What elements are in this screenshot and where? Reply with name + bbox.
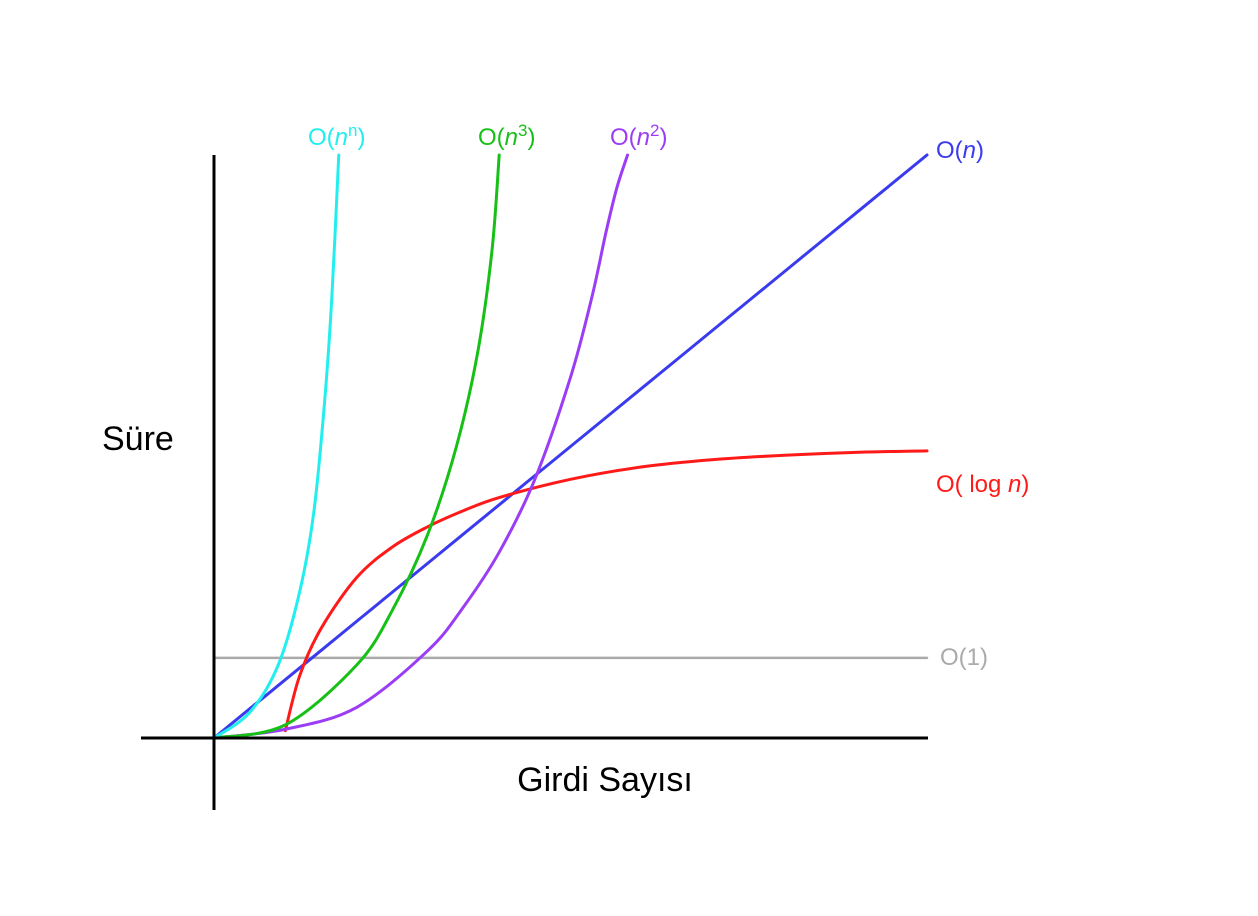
series-label-exponential: O(nn)	[308, 121, 366, 151]
series-layer	[212, 153, 929, 740]
y-axis-label: Süre	[102, 420, 174, 458]
series-line-exponential	[212, 153, 341, 740]
series-line-cubic	[212, 153, 501, 740]
series-label-linear: O(n)	[936, 137, 984, 164]
x-axis-label: Girdi Sayısı	[517, 761, 693, 799]
series-label-quadratic: O(n2)	[610, 121, 668, 151]
series-line-log	[283, 449, 929, 733]
series-line-linear	[212, 153, 929, 740]
series-line-quadratic	[212, 153, 630, 740]
series-label-cubic: O(n3)	[478, 121, 536, 151]
series-label-layer: O(1) O(n) O( log n) O(n2) O(n3) O(nn)	[308, 121, 1029, 671]
series-label-log: O( log n)	[936, 471, 1029, 498]
series-label-const: O(1)	[940, 644, 988, 671]
